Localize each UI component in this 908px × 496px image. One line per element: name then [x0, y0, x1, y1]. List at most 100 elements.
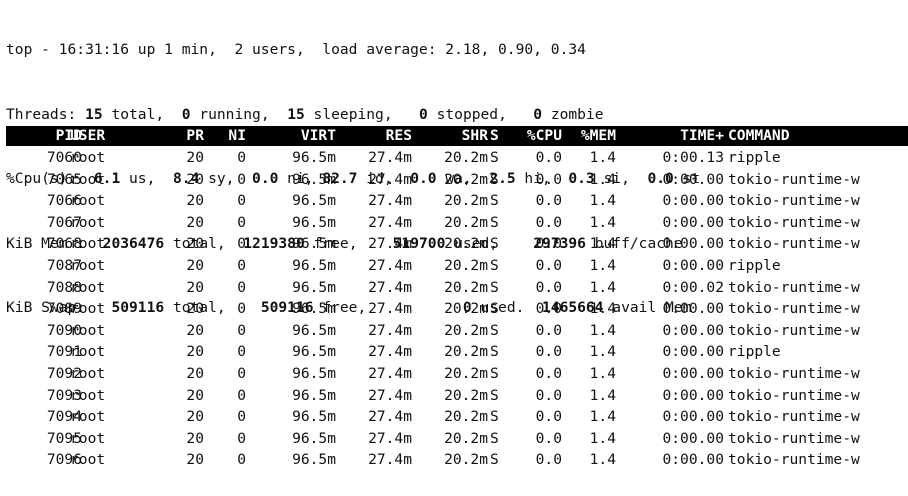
column-header-mem: %MEM: [580, 127, 616, 144]
cell-time: 0:00.00: [662, 408, 724, 426]
cell-virt: 96.5m: [292, 278, 336, 296]
cell-virt: 96.5m: [292, 451, 336, 469]
cell-mem: 1.4: [589, 343, 616, 361]
mem-buff-label: buff/cache: [585, 234, 683, 252]
process-row: 7094 root 20 0 96.5m 27.4m 20.2m S 0.0 1.4 0:00.00…: [6, 406, 908, 428]
cell-state: S: [490, 192, 499, 210]
cpu-us: 6.1: [93, 170, 121, 187]
cell-mem: 1.4: [589, 364, 616, 382]
cell-command: tokio-runtime-w: [728, 429, 860, 447]
cell-pr: 20: [186, 408, 204, 426]
cell-virt: 96.5m: [292, 408, 336, 426]
swap-used: 0: [462, 299, 472, 316]
cell-pid: 7066: [46, 192, 82, 210]
process-row: 7093 root 20 0 96.5m 27.4m 20.2m S 0.0 1.4 0:00.00…: [6, 385, 908, 407]
cell-pr: 20: [186, 170, 204, 188]
cell-shr: 20.2m: [444, 429, 488, 447]
cell-cpu: 0.0: [535, 278, 562, 296]
cell-state: S: [490, 300, 499, 318]
cell-command: tokio-runtime-w: [728, 364, 860, 382]
cell-cpu: 0.0: [535, 192, 562, 210]
process-row: 7087 root 20 0 96.5m 27.4m 20.2m S 0.0 1.4 0:00.00…: [6, 255, 908, 277]
cell-command: ripple: [728, 149, 781, 166]
cell-shr: 20.2m: [444, 256, 488, 274]
cell-shr: 20.2m: [444, 343, 488, 361]
cell-ni: 0: [237, 429, 246, 447]
cell-cpu: 0.0: [535, 451, 562, 469]
column-header-pr: PR: [186, 127, 204, 144]
cell-user: root: [70, 170, 106, 188]
process-row: 7096 root 20 0 96.5m 27.4m 20.2m S 0.0 1.4 0:00.00…: [6, 449, 908, 471]
cell-command: tokio-runtime-w: [728, 192, 860, 210]
cell-user: root: [70, 149, 106, 166]
cell-time: 0:00.00: [662, 364, 724, 382]
cell-time: 0:00.00: [662, 192, 724, 210]
cell-shr: 20.2m: [444, 451, 488, 469]
cpu-hi: 2.5: [489, 170, 516, 187]
cell-state: S: [490, 149, 499, 166]
cell-pr: 20: [186, 386, 204, 404]
cell-pid: 7096: [46, 451, 82, 469]
cpu-st: 0.0: [647, 170, 674, 187]
cell-cpu: 0.0: [535, 408, 562, 426]
process-row: 7095 root 20 0 96.5m 27.4m 20.2m S 0.0 1.4 0:00.00…: [6, 428, 908, 450]
cell-state: S: [490, 213, 499, 231]
cell-shr: 20.2m: [444, 149, 488, 166]
cell-ni: 0: [237, 170, 246, 188]
cell-mem: 1.4: [589, 192, 616, 210]
cell-mem: 1.4: [589, 429, 616, 447]
cell-state: S: [490, 364, 499, 382]
cell-res: 27.4m: [368, 386, 412, 404]
threads-zombie: 0: [533, 105, 543, 123]
cell-pid: 7095: [46, 429, 82, 447]
cell-pr: 20: [186, 429, 204, 447]
swap-label: KiB Swap:: [6, 299, 112, 316]
cell-user: root: [70, 278, 106, 296]
cell-res: 27.4m: [368, 192, 412, 210]
cell-pr: 20: [186, 256, 204, 274]
cell-res: 27.4m: [368, 300, 412, 318]
cell-pid: 7068: [46, 235, 82, 253]
cpu-si: 0.3: [568, 170, 595, 187]
threads-sleeping: 15: [287, 105, 305, 123]
cell-command: tokio-runtime-w: [728, 408, 860, 426]
mem-total: 2036476: [102, 234, 165, 252]
cell-user: root: [70, 386, 106, 404]
cell-res: 27.4m: [368, 408, 412, 426]
swap-avail: 1465664: [542, 299, 604, 316]
uptime-line: top - 16:31:16 up 1 min, 2 users, load a…: [6, 39, 700, 61]
cell-state: S: [490, 235, 499, 253]
swap-total-label: total,: [164, 299, 261, 316]
cell-ni: 0: [237, 408, 246, 426]
cell-state: S: [490, 408, 499, 426]
cpu-st-label: st: [673, 170, 701, 187]
cpu-line: %Cpu(s): 6.1 us, 8.4 sy, 0.0 ni, 82.7 id…: [6, 168, 700, 190]
cell-time: 0:00.00: [662, 386, 724, 404]
cell-user: root: [70, 343, 106, 361]
column-header-virt: VIRT: [300, 127, 336, 144]
cell-state: S: [490, 278, 499, 296]
cell-cpu: 0.0: [535, 149, 562, 166]
threads-zombie-label: zombie: [542, 105, 604, 123]
cell-ni: 0: [237, 364, 246, 382]
cell-res: 27.4m: [368, 343, 412, 361]
cpu-ni: 0.0: [252, 170, 279, 187]
cell-res: 27.4m: [368, 429, 412, 447]
cell-time: 0:00.00: [662, 429, 724, 447]
cell-res: 27.4m: [368, 364, 412, 382]
cell-user: root: [70, 451, 106, 469]
threads-total: 15: [85, 105, 103, 123]
cell-state: S: [490, 429, 499, 447]
cell-virt: 96.5m: [292, 364, 336, 382]
threads-line: Threads: 15 total, 0 running, 15 sleepin…: [6, 104, 700, 126]
cell-cpu: 0.0: [535, 343, 562, 361]
cell-mem: 1.4: [589, 408, 616, 426]
process-row: 7065 root 20 0 96.5m 27.4m 20.2m S 0.0 1.4 0:00.00…: [6, 169, 908, 191]
process-row: 7068 root 20 0 96.5m 27.4m 20.2m S 0.0 1.4 0:00.00…: [6, 233, 908, 255]
cell-state: S: [490, 321, 499, 339]
cell-pid: 7060: [46, 149, 82, 166]
cell-pr: 20: [186, 343, 204, 361]
threads-running: 0: [181, 105, 191, 123]
cell-cpu: 0.0: [535, 213, 562, 231]
